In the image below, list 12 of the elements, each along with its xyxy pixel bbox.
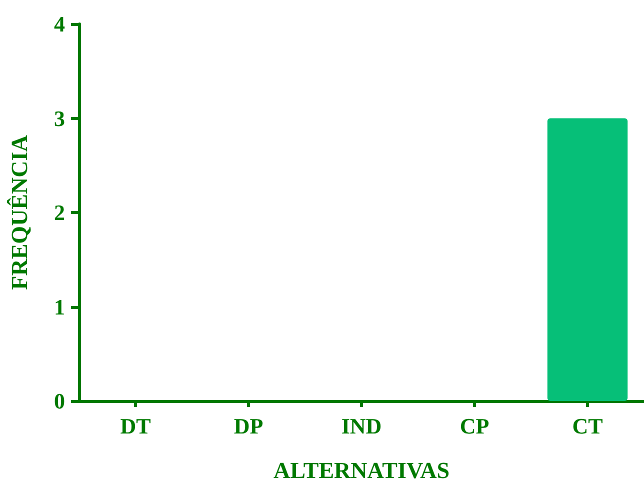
x-tick-label: DP bbox=[234, 414, 264, 438]
x-tick-label: CT bbox=[572, 414, 604, 438]
y-tick-label: 3 bbox=[54, 106, 65, 131]
y-axis-title: FREQUÊNCIA bbox=[7, 134, 32, 290]
x-tick-label: IND bbox=[341, 414, 382, 438]
x-tick-label: CP bbox=[460, 414, 490, 438]
x-axis-title: ALTERNATIVAS bbox=[274, 458, 450, 483]
y-tick-label: 1 bbox=[54, 294, 65, 320]
y-tick-label: 0 bbox=[54, 388, 65, 414]
y-tick-label: 2 bbox=[54, 200, 65, 225]
x-tick-label: DT bbox=[120, 414, 152, 438]
y-tick-label: 4 bbox=[54, 12, 65, 36]
